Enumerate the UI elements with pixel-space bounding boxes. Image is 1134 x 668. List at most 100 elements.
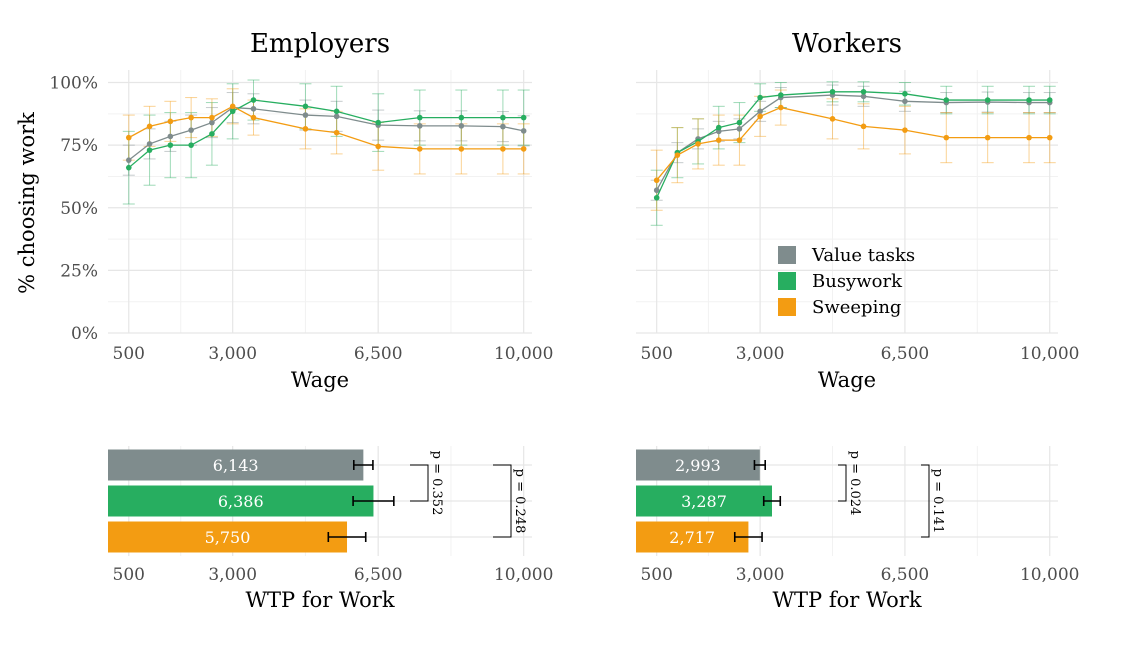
- data-point: [500, 123, 506, 130]
- x-tick-label: 500: [113, 344, 145, 364]
- workers-series-line: [656, 91, 1050, 199]
- legend: Value tasks Busywork Sweeping: [778, 245, 915, 318]
- workers-x-axis-label: Wage: [818, 368, 876, 392]
- data-point: [778, 104, 784, 111]
- workers-series-line: [656, 94, 1050, 191]
- data-point: [1026, 134, 1032, 141]
- data-point: [209, 114, 215, 121]
- data-point: [829, 116, 836, 122]
- employers-series-line: [128, 106, 524, 161]
- data-point: [902, 98, 908, 105]
- significance-bracket: [410, 464, 429, 502]
- legend-swatch: [778, 272, 796, 290]
- workers-series: [650, 84, 1056, 201]
- data-point: [458, 146, 465, 152]
- legend-swatch: [778, 246, 796, 264]
- significance-bracket: [493, 464, 512, 538]
- y-tick-label: 75%: [60, 136, 98, 156]
- data-point: [146, 123, 153, 130]
- legend-label: Busywork: [812, 271, 903, 292]
- data-point: [375, 143, 381, 150]
- data-point: [757, 94, 763, 101]
- data-point: [778, 92, 784, 98]
- x-tick-label: 6,500: [354, 344, 403, 364]
- x-tick-label: 10,000: [494, 344, 553, 364]
- data-point: [520, 114, 527, 121]
- workers-series: [650, 89, 1056, 211]
- data-point: [333, 108, 340, 115]
- employers-wtp-x-axis-label: WTP for Work: [245, 588, 394, 612]
- workers-grid: [636, 70, 1058, 334]
- data-point: [715, 124, 722, 131]
- data-point: [188, 114, 194, 121]
- x-tick-label: 3,000: [208, 344, 257, 364]
- data-point: [188, 142, 194, 148]
- y-tick-label: 0%: [71, 324, 98, 344]
- data-point: [167, 118, 174, 125]
- data-point: [167, 142, 174, 148]
- data-point: [209, 119, 215, 126]
- y-tick-label: 100%: [49, 74, 98, 94]
- data-point: [229, 108, 236, 115]
- data-point: [458, 123, 465, 129]
- data-point: [736, 126, 743, 132]
- data-point: [520, 146, 527, 152]
- significance-bracket: [921, 464, 930, 538]
- data-point: [1046, 97, 1053, 103]
- bar-value-label: 5,750: [205, 528, 251, 547]
- employers-x-axis-label: Wage: [291, 368, 349, 392]
- data-point: [984, 134, 991, 141]
- x-tick-label: 3,000: [736, 344, 785, 364]
- employers-series: [122, 79, 530, 205]
- x-tick-label: 10,000: [1020, 344, 1079, 364]
- data-point: [757, 108, 763, 115]
- data-point: [736, 137, 743, 143]
- data-point: [695, 141, 701, 147]
- p-value-label: p = 0.141: [930, 469, 945, 534]
- bar: [108, 521, 348, 553]
- x-tick-label: 10,000: [1020, 565, 1079, 585]
- data-point: [333, 129, 340, 136]
- data-point: [943, 134, 950, 141]
- data-point: [1026, 97, 1032, 103]
- data-point: [458, 114, 465, 121]
- bar-value-label: 3,287: [681, 492, 727, 511]
- data-point: [416, 146, 423, 152]
- bar: [108, 485, 374, 517]
- workers-title: Workers: [792, 29, 902, 59]
- data-point: [229, 103, 236, 110]
- x-tick-label: 3,000: [736, 565, 785, 585]
- employers-wtp-bar-panel: 500 3,000 6,500 10,000 WTP for Work 6,143 6,38…: [108, 446, 553, 612]
- data-point: [250, 97, 257, 103]
- data-point: [520, 128, 527, 134]
- legend-label: Value tasks: [811, 245, 915, 266]
- data-point: [500, 146, 506, 152]
- bar: [636, 449, 760, 481]
- data-point: [250, 106, 257, 112]
- workers-line-panel: 500 3,000 6,500 10,000 Workers Wage: [636, 29, 1079, 392]
- data-point: [416, 114, 423, 121]
- y-axis-label: % choosing work: [15, 112, 39, 294]
- x-tick-label: 6,500: [354, 565, 403, 585]
- data-point: [1046, 134, 1053, 141]
- employers-series-line: [128, 99, 524, 169]
- data-point: [500, 114, 506, 121]
- data-point: [302, 112, 309, 118]
- bar-value-label: 6,143: [213, 456, 259, 475]
- y-tick-label: 50%: [60, 199, 98, 219]
- data-point: [757, 113, 763, 120]
- data-point: [125, 157, 132, 163]
- data-point: [860, 123, 867, 130]
- bar-value-label: 6,386: [218, 492, 264, 511]
- x-tick-label: 6,500: [881, 344, 930, 364]
- data-point: [653, 194, 660, 201]
- data-point: [188, 127, 194, 133]
- data-point: [250, 114, 257, 121]
- bar: [636, 485, 772, 517]
- data-point: [302, 126, 309, 132]
- workers-wtp-bar-panel: 500 3,000 6,500 10,000 WTP for Work 2,993 3,28…: [636, 446, 1079, 612]
- x-tick-label: 500: [113, 565, 145, 585]
- data-point: [674, 152, 681, 158]
- y-tick-label: 25%: [60, 261, 98, 281]
